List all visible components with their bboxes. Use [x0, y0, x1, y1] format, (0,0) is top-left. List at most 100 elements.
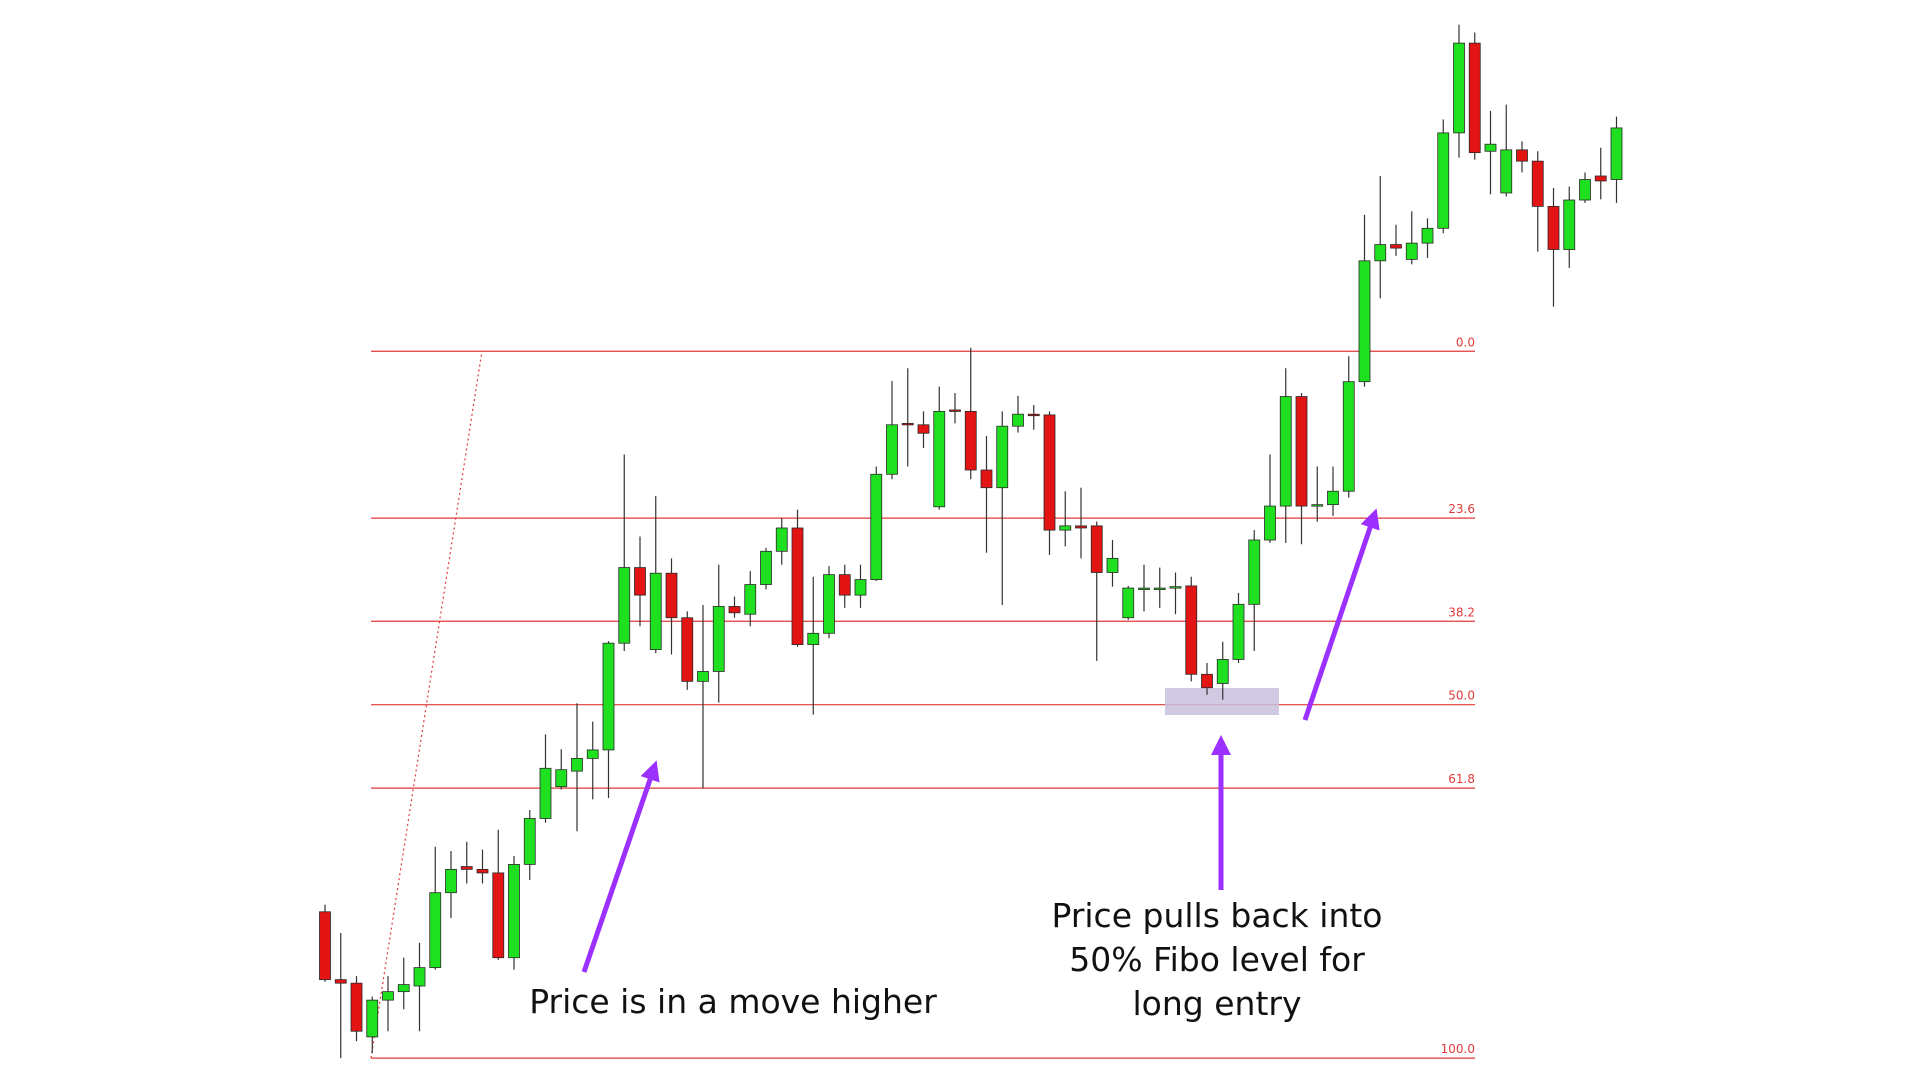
candle-body — [1295, 396, 1308, 507]
candle-body — [445, 868, 457, 894]
candle-body — [1484, 143, 1497, 152]
candle-body — [334, 979, 347, 984]
annotation-text: 50% Fibo level for — [1069, 940, 1365, 979]
candle-body — [1012, 413, 1024, 427]
candle-body — [1264, 505, 1276, 541]
candle-body — [1027, 413, 1040, 417]
candle-body — [807, 632, 820, 646]
arrow — [581, 760, 660, 973]
candle-body — [901, 422, 914, 426]
candle-body — [886, 424, 898, 475]
candle-body — [1547, 205, 1560, 250]
candle-body — [1090, 525, 1103, 573]
candle-body — [1106, 557, 1119, 573]
candle-body — [1327, 490, 1339, 506]
arrow — [1302, 508, 1380, 721]
annotation-text: long entry — [1133, 984, 1302, 1023]
candle-body — [397, 984, 410, 993]
candle-body — [1311, 504, 1324, 507]
candle-body — [429, 892, 442, 969]
candle-body — [1453, 42, 1465, 134]
candle-body — [366, 999, 379, 1038]
candle-body — [649, 572, 662, 650]
candle-body — [697, 671, 709, 682]
candle-body — [665, 572, 678, 619]
candle-body — [728, 606, 741, 614]
candle-body — [791, 527, 804, 646]
fib-level-label: 61.8 — [1448, 772, 1475, 786]
fib-level-label: 0.0 — [1456, 335, 1475, 349]
candle-body — [476, 868, 489, 874]
candle-body — [681, 617, 694, 682]
candle-body — [854, 579, 867, 596]
candle-body — [1043, 414, 1056, 531]
candle-body — [760, 550, 772, 585]
annotation-text: Price pulls back into — [1052, 896, 1383, 935]
candle-body — [1374, 244, 1387, 262]
candle-body — [1437, 132, 1450, 229]
candle-body — [1279, 396, 1292, 507]
candle-body — [1059, 525, 1072, 531]
candle-body — [382, 991, 394, 1001]
candle-body — [1153, 587, 1166, 590]
candle-body — [712, 606, 725, 672]
fib-level-label: 23.6 — [1448, 502, 1475, 516]
candle-body — [996, 425, 1009, 489]
fib-levels: 0.0 23.6 38.2 50.0 61.8 100.0 — [371, 335, 1475, 1059]
entry-zone — [1165, 688, 1279, 715]
candle-body — [1594, 175, 1607, 182]
fib-level-label: 38.2 — [1448, 605, 1475, 619]
candle-body — [634, 567, 646, 596]
candle-body — [460, 866, 473, 870]
candle-body — [980, 469, 993, 489]
candle-body — [1563, 199, 1576, 250]
candle-body — [964, 410, 977, 471]
candle-body — [1075, 525, 1087, 529]
candle-body — [539, 767, 552, 819]
candle-body — [618, 567, 631, 644]
candle-body — [775, 527, 788, 552]
candle-body — [1232, 603, 1245, 660]
candle-body — [1358, 260, 1371, 383]
candle-body — [1138, 587, 1150, 590]
candle-body — [744, 584, 757, 615]
fib-level-label: 100.0 — [1441, 1042, 1475, 1056]
annotations: Price is in a move higher Price pulls bac… — [529, 896, 1382, 1023]
candle-body — [949, 409, 961, 412]
candle-body — [319, 911, 331, 981]
candle-body — [1169, 586, 1182, 589]
candle-body — [1610, 127, 1623, 180]
candle-body — [492, 872, 505, 959]
candle-body — [1122, 587, 1135, 619]
candle-body — [571, 758, 583, 772]
candle-body — [1185, 585, 1198, 675]
candle-body — [1248, 539, 1261, 605]
candle-body — [350, 982, 363, 1032]
candle-body — [933, 410, 946, 508]
candle-body — [823, 574, 835, 634]
candle-body — [1405, 242, 1418, 260]
candle-body — [1516, 149, 1528, 162]
arrows — [581, 508, 1380, 973]
candle-body — [1468, 42, 1481, 154]
fib-level-label: 50.0 — [1448, 689, 1475, 703]
candle-body — [1201, 673, 1213, 689]
candle-body — [1579, 179, 1591, 201]
candle-body — [1216, 659, 1229, 684]
annotation-text: Price is in a move higher — [529, 982, 937, 1021]
candle-body — [1531, 160, 1544, 207]
candle-body — [1500, 149, 1513, 194]
candle-body — [1421, 227, 1434, 244]
candle-body — [1390, 244, 1402, 249]
candle-body — [870, 473, 883, 580]
candle-body — [602, 642, 615, 751]
candle-body — [508, 864, 520, 959]
candle-body — [838, 574, 851, 596]
fib-diagonal — [370, 350, 483, 1059]
candle-body — [586, 749, 599, 759]
candle-body — [917, 424, 930, 434]
candle-body — [523, 818, 536, 865]
candle-body — [413, 967, 426, 987]
